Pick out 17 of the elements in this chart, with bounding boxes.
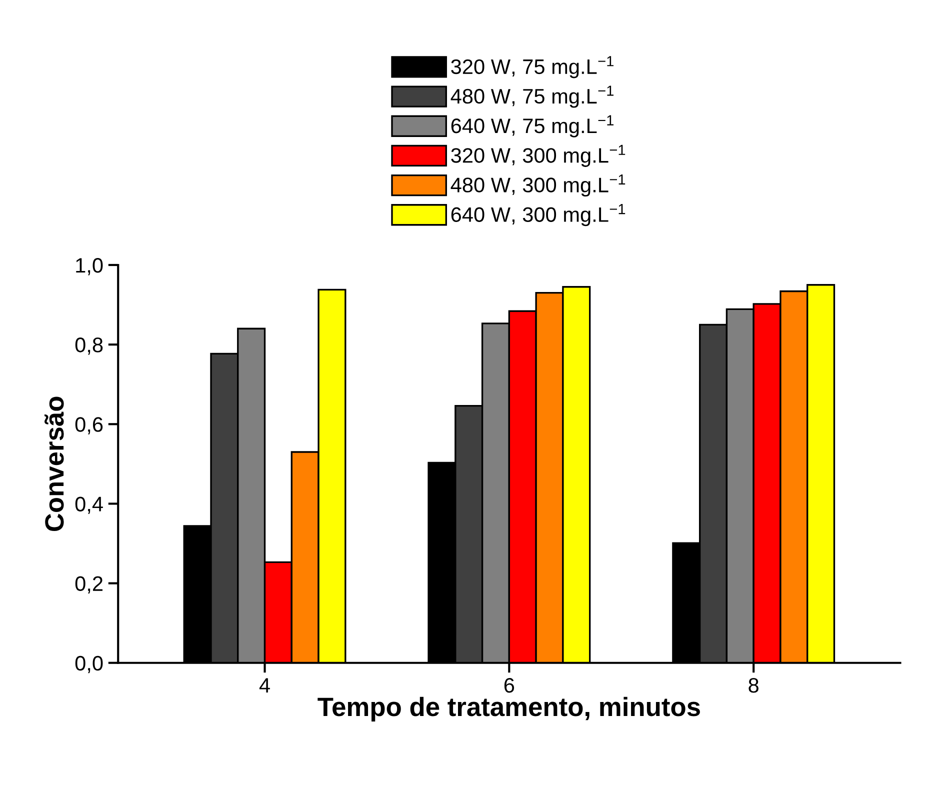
legend-label: 640 W, 75 mg.L$^{−1}$: [451, 115, 614, 138]
y-tick-label: 0,6: [75, 417, 103, 434]
legend-label: 320 W, 75 mg.L$^{−1}$: [451, 56, 614, 78]
x-tick-label: 4: [259, 678, 270, 693]
legend-label: 640 W, 300 mg.L$^{−1}$: [451, 204, 626, 226]
x-axis-title: Tempo de tratamento, minutos: [318, 696, 700, 722]
y-tick-label: 1,0: [76, 258, 103, 276]
legend-label: 480 W, 75 mg.L$^{−1}$: [450, 86, 614, 108]
y-axis-title: Conversão: [44, 396, 64, 532]
legend-label: 480 W, 300 mg.L$^{−1}$: [450, 174, 626, 197]
y-tick-label: 0,8: [75, 338, 103, 355]
legend-label: 320 W, 300 mg.L$^{−1}$: [451, 144, 626, 167]
y-tick-label: 0,4: [75, 496, 103, 514]
x-tick-label: 8: [748, 678, 758, 693]
y-tick-label: 0,0: [75, 656, 103, 674]
y-tick-label: 0,2: [75, 576, 102, 594]
x-tick-label: 6: [504, 678, 514, 693]
